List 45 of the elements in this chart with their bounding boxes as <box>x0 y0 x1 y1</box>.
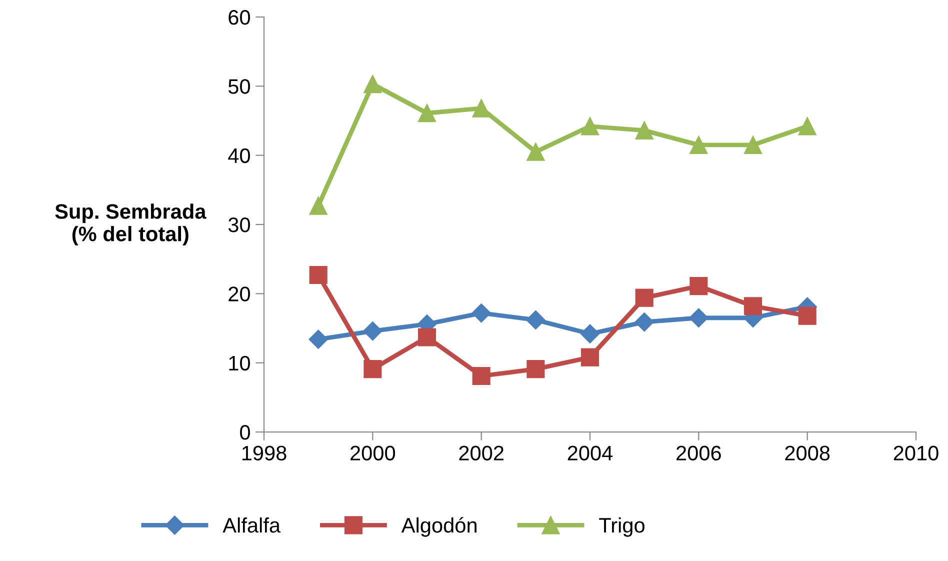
y-tick-label: 0 <box>240 425 250 440</box>
point <box>635 288 654 307</box>
point <box>309 266 328 284</box>
point <box>526 142 545 161</box>
point <box>418 104 436 122</box>
y-tick-label: 40 <box>228 148 250 164</box>
x-tick-label: 2002 <box>459 446 504 460</box>
point <box>690 136 708 154</box>
y-tick-label: 20 <box>228 286 250 302</box>
x-tick-label: 2006 <box>676 446 721 460</box>
point <box>580 348 600 366</box>
point <box>798 306 816 325</box>
x-tick-label: 2000 <box>350 446 396 460</box>
x-tick-label: 2004 <box>568 446 613 460</box>
y-axis-title: Sup. Sembrada (% del total) <box>55 204 206 246</box>
point <box>744 297 762 316</box>
point <box>634 312 654 332</box>
point <box>580 117 600 136</box>
point <box>580 324 600 344</box>
point <box>308 330 328 349</box>
legend-label: Alfalfa <box>222 517 281 533</box>
point <box>472 99 490 118</box>
point <box>526 360 545 378</box>
y-tick-label: 60 <box>228 10 250 25</box>
point <box>363 321 382 341</box>
y-tick-label: 10 <box>229 356 250 371</box>
point <box>418 328 436 346</box>
point <box>526 310 546 330</box>
point <box>472 304 491 323</box>
x-tick-label: 2010 <box>894 446 938 460</box>
point <box>690 277 708 296</box>
x-tick-label: 1998 <box>242 446 286 460</box>
y-tick-label: 30 <box>228 218 250 232</box>
point <box>472 366 490 386</box>
point <box>798 117 816 136</box>
y-tick-label: 50 <box>228 79 250 94</box>
point <box>364 75 382 94</box>
point <box>744 136 762 154</box>
point <box>309 196 328 215</box>
point <box>635 121 654 140</box>
legend-label: Trigo <box>599 517 644 537</box>
point <box>364 360 382 378</box>
x-tick-label: 2008 <box>785 446 830 460</box>
point <box>689 308 708 328</box>
legend-label: Algodón <box>401 517 476 537</box>
